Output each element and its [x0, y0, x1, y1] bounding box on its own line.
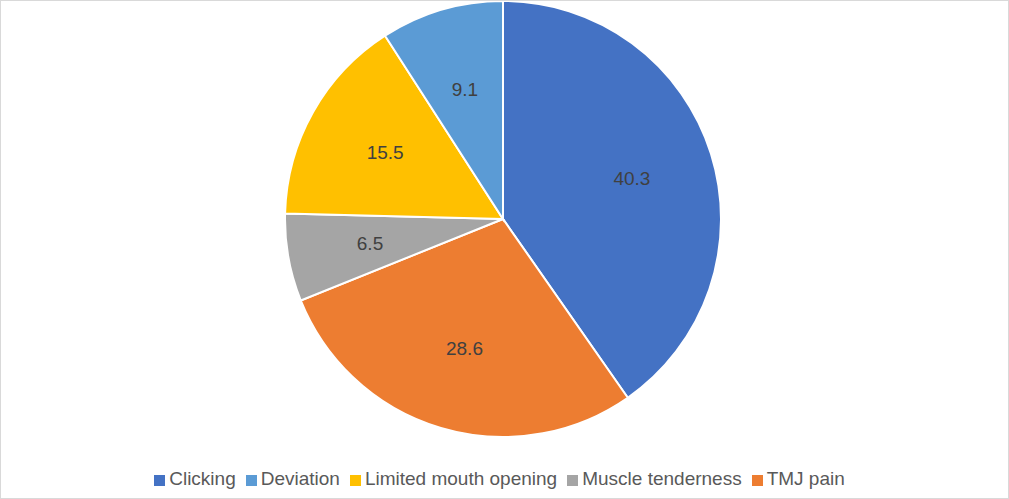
html-text:Deviation: Deviation	[260, 468, 340, 489]
svg-text:28.6: 28.6	[446, 338, 483, 359]
svg-text:40.3: 40.3	[613, 168, 650, 189]
svg-text:15.5: 15.5	[367, 142, 404, 163]
html-text:Muscle tenderness: Muscle tenderness	[582, 468, 742, 489]
html-text:Limited mouth opening: Limited mouth opening	[364, 468, 558, 489]
svg-text:6.5: 6.5	[357, 233, 383, 254]
svg-text:9.1: 9.1	[452, 79, 478, 100]
html-text:Clicking: Clicking	[169, 468, 236, 489]
html-text:TMJ pain: TMJ pain	[766, 468, 845, 489]
